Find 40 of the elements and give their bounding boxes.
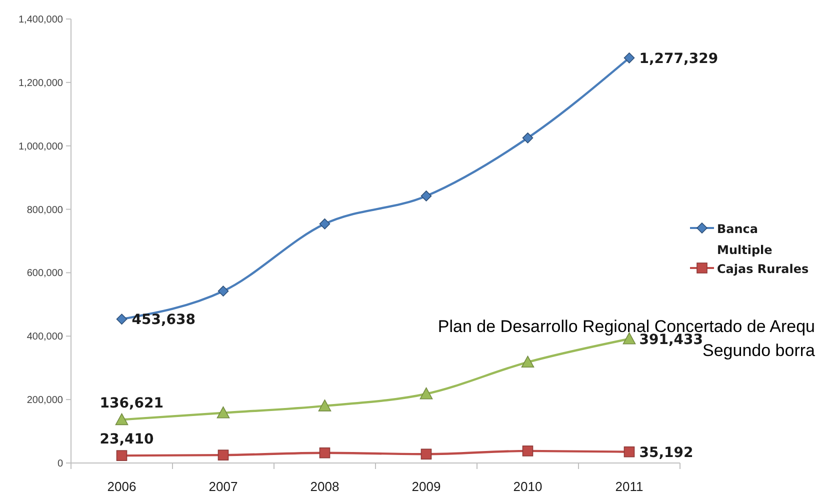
data-label: 391,433 — [639, 332, 704, 348]
y-tick-label: 400,000 — [26, 332, 64, 343]
point — [420, 190, 432, 202]
y-tick-label: 0 — [57, 458, 64, 470]
point — [116, 450, 128, 461]
y-tick-label: 1,400,000 — [18, 14, 64, 26]
legend-label: Cajas Rurales — [717, 262, 809, 276]
x-tick-label: 2007 — [208, 479, 238, 492]
y-tick-label: 200,000 — [26, 395, 64, 406]
text: Segundo borra — [702, 341, 816, 360]
point — [319, 447, 330, 458]
point — [522, 446, 534, 456]
point — [420, 387, 433, 400]
point — [624, 446, 635, 458]
point — [216, 406, 230, 418]
legend-label: Banca Multiple — [717, 222, 772, 257]
x-tick-label: 2008 — [310, 479, 340, 492]
point — [115, 413, 128, 426]
point — [522, 132, 534, 144]
point — [318, 400, 332, 412]
point — [218, 286, 229, 297]
x-tick-label: 2009 — [412, 479, 441, 492]
x-tick-label: 2011 — [615, 479, 644, 492]
y-tick-label: 1,200,000 — [18, 78, 64, 89]
y-tick-label: 600,000 — [26, 268, 64, 280]
point — [624, 52, 635, 64]
point — [218, 450, 229, 460]
data-label: 136,621 — [100, 396, 164, 412]
y-tick-label: 1,000,000 — [18, 141, 64, 152]
x-tick-label: 2006 — [107, 479, 136, 492]
point — [521, 356, 534, 368]
data-label: 453,638 — [132, 312, 196, 328]
data-label: 23,410 — [100, 432, 154, 448]
data-label: 35,192 — [639, 444, 694, 461]
y-tick-label: 800,000 — [26, 204, 64, 216]
point — [116, 314, 128, 325]
x-tick-label: 2010 — [513, 479, 542, 492]
point — [319, 218, 330, 230]
data-label: 1,277,329 — [639, 50, 718, 67]
point — [420, 448, 432, 460]
